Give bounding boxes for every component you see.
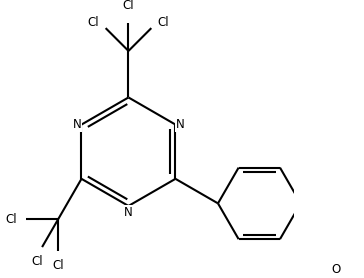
Text: N: N [73, 118, 82, 131]
Text: N: N [124, 206, 133, 219]
Text: Cl: Cl [31, 255, 43, 268]
Text: Cl: Cl [5, 213, 17, 226]
Text: Cl: Cl [158, 16, 169, 29]
Text: Cl: Cl [52, 259, 64, 272]
Text: Cl: Cl [123, 0, 134, 12]
Text: Cl: Cl [88, 16, 99, 29]
Text: N: N [175, 118, 184, 131]
Text: O: O [332, 263, 341, 276]
